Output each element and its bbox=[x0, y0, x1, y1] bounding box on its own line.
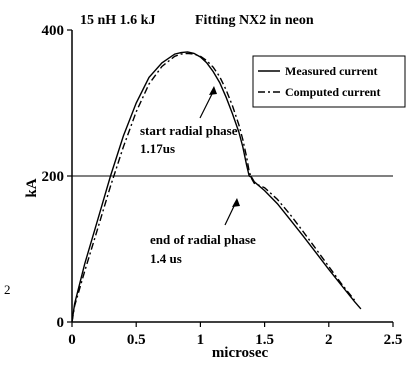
x-tick-label: 0 bbox=[68, 332, 76, 348]
chart-title-right: Fitting NX2 in neon bbox=[195, 13, 314, 28]
series-line-measured-current bbox=[71, 51, 362, 323]
y-tick-label: 200 bbox=[42, 169, 65, 185]
stray-text: 2 bbox=[4, 282, 11, 297]
annotation-end-radial-arrowhead bbox=[232, 198, 240, 207]
annotation-start-radial-arrowhead bbox=[209, 86, 217, 95]
legend-label-measured: Measured current bbox=[285, 64, 378, 78]
y-tick-label: 0 bbox=[57, 315, 65, 331]
annotation-end-radial-value: 1.4 us bbox=[150, 251, 182, 266]
legend: Measured current Computed current bbox=[252, 55, 406, 108]
x-tick-label: 2 bbox=[325, 332, 333, 348]
series-line-computed-current bbox=[71, 52, 356, 323]
x-axis-label: microsec bbox=[212, 345, 269, 361]
legend-box bbox=[252, 55, 406, 108]
y-tick-label: 400 bbox=[42, 23, 65, 39]
annotation-start-radial: start radial phase 1.17us bbox=[140, 86, 238, 156]
series-layer bbox=[71, 51, 362, 323]
x-tick-label: 1.5 bbox=[255, 332, 274, 348]
annotation-start-radial-text: start radial phase bbox=[140, 123, 238, 138]
x-tick-label: 0.5 bbox=[127, 332, 146, 348]
x-tick-label: 2.5 bbox=[384, 332, 403, 348]
y-axis-label: kA bbox=[24, 178, 40, 197]
axis-ticks: 0 0.5 1 1.5 2 2.5 0 200 400 bbox=[42, 23, 403, 348]
chart-title-left: 15 nH 1.6 kJ bbox=[80, 13, 155, 28]
x-tick-label: 1 bbox=[197, 332, 205, 348]
annotation-end-radial: end of radial phase 1.4 us bbox=[150, 198, 256, 266]
annotation-end-radial-text: end of radial phase bbox=[150, 232, 256, 247]
annotation-start-radial-value: 1.17us bbox=[140, 141, 175, 156]
legend-label-computed: Computed current bbox=[285, 85, 380, 99]
